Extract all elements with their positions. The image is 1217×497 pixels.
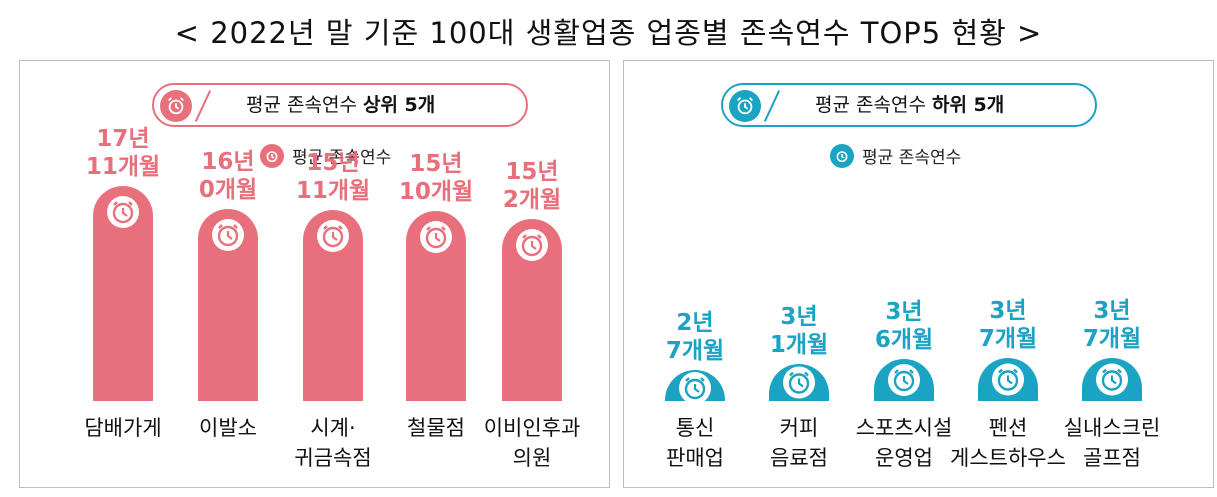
bottom5-title: 평균 존속연수 하위 5개: [815, 94, 1005, 116]
data-label: 3년: [989, 298, 1026, 324]
data-label: 17년: [96, 126, 149, 152]
category-label-line: 커피: [779, 416, 819, 440]
alarm-clock-icon: [992, 363, 1024, 396]
category-label-line: 펜션: [988, 416, 1028, 440]
alarm-clock-icon: [830, 143, 854, 168]
alarm-clock-icon: [317, 220, 349, 252]
category-label-line: 담배가게: [84, 416, 162, 440]
alarm-clock-icon: [107, 196, 139, 228]
data-label: 11개월: [86, 154, 160, 180]
top5-legend: 평균 존속연수: [260, 143, 391, 168]
category-label: 담배가게: [63, 413, 183, 443]
data-label: 11개월: [296, 178, 370, 204]
category-label-line: 이비인후과: [483, 416, 581, 440]
data-label: 2년: [676, 310, 713, 336]
alarm-clock-icon: [212, 219, 244, 251]
category-label-line: 이발소: [199, 416, 257, 440]
bottom5-legend: 평균 존속연수: [830, 143, 961, 168]
bar: [93, 186, 153, 401]
data-label: 7개월: [1083, 326, 1141, 352]
alarm-clock-icon: [260, 143, 284, 168]
top5-panel: 평균 존속연수 상위 5개 평균 존속연수 17년 11개월 16년 0개월 15년 11…: [19, 60, 610, 488]
data-label: 3년: [885, 299, 922, 325]
data-label: 0개월: [199, 177, 257, 203]
data-label: 15년: [306, 150, 359, 176]
alarm-clock-icon: [679, 372, 711, 404]
category-label-line: 운영업: [875, 446, 933, 470]
category-label-line: 게스트하우스: [950, 446, 1066, 470]
data-label: 3년: [1093, 298, 1130, 324]
category-label: 시계· 귀금속점: [273, 413, 393, 473]
alarm-clock-icon: [1096, 363, 1128, 396]
top5-title: 평균 존속연수 상위 5개: [246, 94, 436, 116]
category-label-line: 철물점: [407, 416, 465, 440]
bar: [502, 219, 562, 401]
category-label-line: 의원: [512, 446, 552, 470]
alarm-clock-icon: [783, 366, 815, 399]
data-label: 3년: [780, 304, 817, 330]
data-label: 1개월: [770, 332, 828, 358]
category-label-line: 음료점: [770, 446, 828, 470]
top5-title-pill: 평균 존속연수 상위 5개: [152, 83, 528, 127]
alarm-clock-icon: [516, 229, 548, 261]
page-title: < 2022년 말 기준 100대 생활업종 업종별 존속연수 TOP5 현황 …: [174, 16, 1043, 50]
legend-label: 평균 존속연수: [292, 148, 392, 168]
data-label: 10개월: [399, 179, 473, 205]
category-label-line: 판매업: [666, 446, 724, 470]
bottom5-title-pill: 평균 존속연수 하위 5개: [721, 83, 1097, 127]
category-label-line: 실내스크린: [1063, 416, 1161, 440]
data-label: 2개월: [503, 187, 561, 213]
bar: [303, 210, 363, 401]
data-label: 6개월: [875, 327, 933, 353]
category-label-line: 통신: [675, 416, 715, 440]
alarm-clock-icon: [160, 90, 192, 122]
bar: [406, 211, 466, 401]
category-label-line: 스포츠시설: [855, 416, 953, 440]
bar: [198, 209, 258, 401]
data-label: 7개월: [666, 338, 724, 364]
bottom5-panel: 평균 존속연수 하위 5개 평균 존속연수 2년 7개월 3년 1개월 3년 6개월 3년 7…: [623, 60, 1214, 488]
legend-label: 평균 존속연수: [862, 148, 962, 168]
data-label: 15년: [505, 159, 558, 185]
alarm-clock-icon: [888, 364, 920, 396]
data-label: 7개월: [979, 326, 1037, 352]
category-label-line: 골프점: [1083, 446, 1141, 470]
category-label: 철물점: [376, 413, 496, 443]
category-label-line: 귀금속점: [294, 446, 372, 470]
category-label-line: 시계·: [310, 416, 356, 440]
data-label: 16년: [201, 149, 254, 175]
category-label: 이발소: [168, 413, 288, 443]
alarm-clock-icon: [729, 90, 761, 122]
alarm-clock-icon: [420, 221, 452, 253]
data-label: 15년: [409, 151, 462, 177]
